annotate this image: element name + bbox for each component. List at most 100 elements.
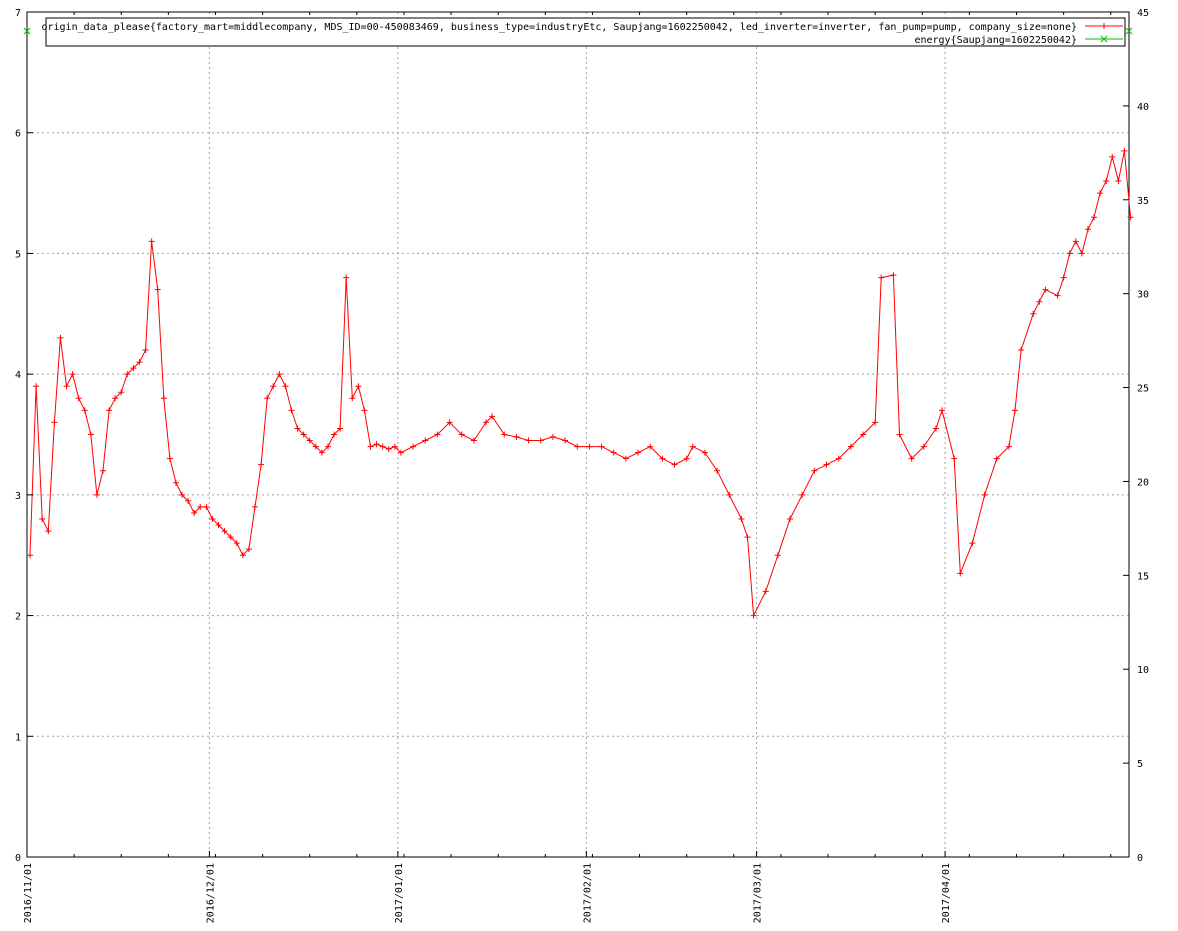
data-point bbox=[27, 552, 34, 559]
data-point bbox=[203, 503, 210, 510]
data-point bbox=[160, 395, 167, 402]
data-point bbox=[355, 383, 362, 390]
data-point bbox=[100, 467, 106, 474]
data-point bbox=[1084, 226, 1091, 233]
legend-marker-series-2 bbox=[1100, 35, 1108, 43]
x-tick-label: 2016/12/01 bbox=[205, 863, 216, 923]
data-point bbox=[349, 395, 356, 402]
data-point bbox=[647, 443, 654, 450]
data-point bbox=[258, 461, 265, 468]
data-point bbox=[896, 431, 903, 438]
data-point bbox=[422, 437, 429, 444]
data-point bbox=[75, 395, 82, 402]
y2-tick-label: 45 bbox=[1137, 8, 1149, 19]
legend-label-series-2: energy{Saupjang=1602250042} bbox=[914, 35, 1077, 46]
x-tick-label: 2017/02/01 bbox=[582, 863, 593, 923]
y2-tick-label: 25 bbox=[1137, 384, 1149, 395]
data-point bbox=[434, 431, 441, 438]
data-point bbox=[136, 359, 143, 366]
data-point bbox=[787, 516, 794, 522]
data-point bbox=[185, 497, 192, 504]
data-point bbox=[939, 407, 946, 414]
data-point bbox=[1091, 214, 1098, 221]
data-point bbox=[1012, 407, 1018, 414]
data-point bbox=[331, 431, 338, 438]
y2-tick-label: 35 bbox=[1137, 196, 1149, 207]
data-point bbox=[154, 286, 161, 293]
data-point bbox=[410, 443, 417, 450]
y2-tick-label: 20 bbox=[1137, 477, 1149, 488]
data-point bbox=[744, 534, 751, 541]
data-point bbox=[610, 449, 617, 456]
y-tick-label: 5 bbox=[15, 249, 21, 260]
data-point bbox=[1097, 190, 1104, 197]
y-tick-label: 1 bbox=[15, 732, 21, 743]
data-point bbox=[1127, 214, 1134, 221]
series-2-marker bbox=[23, 27, 31, 35]
data-point bbox=[878, 274, 885, 281]
data-point bbox=[373, 441, 380, 448]
data-point bbox=[726, 491, 733, 498]
x-axis: 2016/11/01 2016/12/01 2017/01/01 2017/02/01… bbox=[23, 12, 1112, 923]
data-point bbox=[221, 528, 228, 535]
series-line-1 bbox=[29, 150, 1131, 618]
data-point bbox=[586, 443, 593, 450]
data-point bbox=[659, 455, 666, 462]
data-point bbox=[738, 516, 745, 522]
y-axis-left: 0 1 2 3 4 5 6 7 bbox=[15, 8, 33, 864]
y2-tick-label: 40 bbox=[1137, 102, 1149, 113]
data-point bbox=[470, 437, 477, 444]
data-point bbox=[847, 443, 854, 450]
data-point bbox=[45, 528, 52, 535]
legend-marker-series-1 bbox=[1101, 23, 1107, 29]
data-point bbox=[683, 455, 690, 462]
data-point bbox=[288, 407, 295, 414]
data-point bbox=[118, 389, 125, 396]
data-point bbox=[1005, 443, 1012, 450]
data-point bbox=[312, 443, 319, 450]
data-point bbox=[483, 419, 490, 426]
data-point bbox=[1030, 310, 1037, 317]
data-point bbox=[51, 419, 58, 426]
x-tick-label: 2017/01/01 bbox=[394, 863, 405, 923]
data-point bbox=[1018, 347, 1025, 353]
data-point bbox=[701, 449, 708, 456]
x-tick-label: 2017/03/01 bbox=[753, 863, 764, 923]
data-point bbox=[179, 491, 186, 498]
y-tick-label: 3 bbox=[15, 491, 21, 502]
data-point bbox=[513, 433, 520, 440]
legend: origin_data_please{factory_mart=middleco… bbox=[41, 17, 1126, 47]
data-point bbox=[227, 534, 234, 541]
y-tick-label: 7 bbox=[15, 8, 21, 19]
data-point bbox=[774, 552, 781, 559]
data-point bbox=[799, 491, 806, 498]
data-point bbox=[385, 445, 392, 452]
data-point bbox=[361, 407, 368, 414]
data-point bbox=[549, 433, 556, 440]
data-point bbox=[81, 407, 88, 414]
data-point bbox=[762, 588, 769, 595]
data-point bbox=[264, 395, 271, 402]
data-point bbox=[391, 443, 398, 450]
data-point bbox=[446, 419, 453, 426]
data-point bbox=[811, 467, 818, 474]
data-point bbox=[294, 425, 301, 432]
y-tick-label: 4 bbox=[15, 370, 21, 381]
data-point bbox=[379, 443, 386, 450]
plot-frame bbox=[26, 11, 1130, 858]
data-point bbox=[112, 395, 119, 402]
data-point bbox=[300, 431, 307, 438]
data-point bbox=[574, 443, 581, 450]
data-point bbox=[872, 419, 879, 426]
data-point bbox=[1115, 178, 1122, 184]
data-point bbox=[501, 431, 508, 438]
data-point bbox=[57, 334, 64, 341]
data-point bbox=[993, 455, 1000, 462]
data-point bbox=[750, 612, 757, 619]
data-point bbox=[458, 431, 465, 438]
y2-tick-label: 5 bbox=[1137, 759, 1143, 770]
data-point bbox=[397, 449, 404, 456]
data-point bbox=[1060, 274, 1067, 281]
data-point bbox=[337, 425, 344, 432]
data-point bbox=[1109, 153, 1116, 160]
